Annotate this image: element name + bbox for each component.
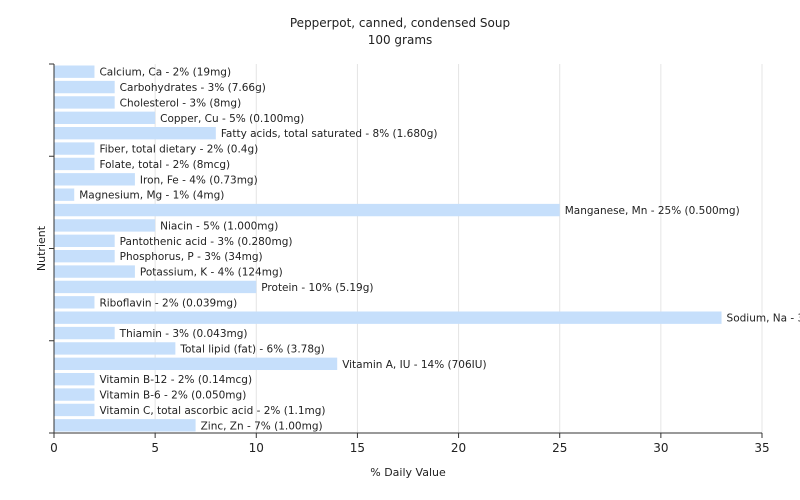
bar (54, 326, 115, 340)
data-label: Niacin - 5% (1.000mg) (160, 220, 278, 232)
data-label: Cholesterol - 3% (8mg) (120, 97, 242, 109)
data-label: Potassium, K - 4% (124mg) (140, 267, 283, 279)
bar (54, 419, 196, 432)
data-label: Vitamin A, IU - 14% (706IU) (342, 359, 486, 371)
x-tick-label: 0 (50, 441, 58, 455)
data-label: Total lipid (fat) - 6% (3.78g) (179, 343, 324, 355)
bar (54, 234, 115, 247)
x-tick-label: 5 (151, 441, 159, 455)
bar (54, 96, 115, 109)
data-label: Pantothenic acid - 3% (0.280mg) (120, 236, 293, 248)
x-tick-label: 15 (350, 441, 365, 455)
data-label: Copper, Cu - 5% (0.100mg) (160, 113, 304, 125)
data-label: Vitamin C, total ascorbic acid - 2% (1.1… (99, 405, 325, 417)
bar (54, 388, 95, 401)
data-label: Calcium, Ca - 2% (19mg) (99, 67, 231, 79)
data-label: Phosphorus, P - 3% (34mg) (120, 251, 263, 263)
data-label: Magnesium, Mg - 1% (4mg) (79, 190, 224, 202)
data-label: Thiamin - 3% (0.043mg) (119, 328, 248, 340)
bar (54, 157, 95, 171)
bar (54, 250, 115, 263)
bar (54, 265, 135, 278)
data-label: Vitamin B-12 - 2% (0.14mcg) (99, 374, 252, 386)
chart-title: Pepperpot, canned, condensed Soup (289, 16, 511, 30)
data-label: Sodium, Na - 33% (792mg) (727, 313, 800, 325)
x-tick-label: 35 (754, 441, 769, 455)
bar (54, 342, 176, 355)
chart-subtitle: 100 grams (367, 33, 433, 47)
data-label: Fiber, total dietary - 2% (0.4g) (99, 144, 258, 156)
bar (54, 188, 75, 201)
bar (54, 219, 156, 232)
bar (54, 357, 338, 370)
bar (54, 403, 95, 417)
x-tick-label: 25 (552, 441, 567, 455)
x-tick-label: 10 (249, 441, 264, 455)
bar (54, 296, 95, 309)
bar (54, 373, 95, 386)
bar (54, 311, 722, 324)
x-tick-label: 30 (653, 441, 668, 455)
bar (54, 65, 95, 78)
y-axis-title: Nutrient (35, 225, 48, 271)
data-label: Vitamin B-6 - 2% (0.050mg) (99, 390, 246, 402)
bar (54, 173, 135, 186)
data-label: Zinc, Zn - 7% (1.00mg) (201, 420, 323, 432)
x-axis-title: % Daily Value (370, 466, 446, 479)
data-label: Folate, total - 2% (8mcg) (99, 159, 230, 171)
bar (54, 280, 257, 294)
bar (54, 111, 156, 124)
data-label: Iron, Fe - 4% (0.73mg) (140, 174, 258, 186)
data-label: Riboflavin - 2% (0.039mg) (99, 297, 237, 309)
data-label: Manganese, Mn - 25% (0.500mg) (565, 205, 740, 217)
data-label: Protein - 10% (5.19g) (261, 282, 373, 294)
x-tick-label: 20 (451, 441, 466, 455)
data-label: Fatty acids, total saturated - 8% (1.680… (221, 128, 438, 140)
bar (54, 127, 216, 140)
bar (54, 203, 560, 217)
bar (54, 142, 95, 155)
bar (54, 80, 115, 94)
data-label: Carbohydrates - 3% (7.66g) (120, 82, 266, 94)
